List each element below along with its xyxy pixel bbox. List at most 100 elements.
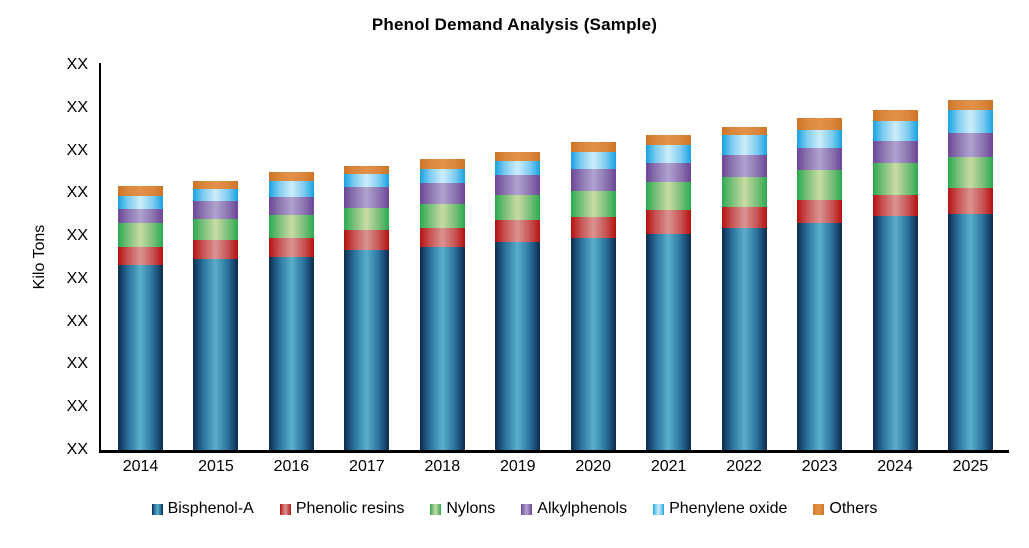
- bar-segment-phenylene-oxide-2018: [419, 169, 465, 184]
- y-tick-label-3: XX: [66, 184, 88, 202]
- bar-segment-bisphenol-a-2016: [268, 256, 314, 450]
- bar-segment-others-2022: [721, 126, 767, 136]
- legend-label-phenolic-resins: Phenolic resins: [295, 500, 405, 517]
- bar-segment-alkylphenols-2019: [495, 175, 541, 196]
- bar-segment-alkylphenols-2018: [419, 183, 465, 204]
- legend-label-bisphenol-a: Bisphenol-A: [167, 500, 254, 517]
- bar-2023: [797, 118, 843, 450]
- bar-segment-others-2014: [118, 185, 163, 196]
- bar-segment-others-2020: [570, 142, 616, 153]
- bar-segment-phenolic-resins-2019: [495, 219, 541, 243]
- bar-segment-alkylphenols-2024: [872, 141, 918, 164]
- x-tick-label-2015: 2015: [198, 458, 234, 475]
- bar-2024: [872, 110, 918, 450]
- bar-2016: [268, 172, 314, 450]
- x-tick-label-2018: 2018: [424, 458, 461, 475]
- y-tick-label-4: XX: [66, 227, 88, 245]
- bar-segment-phenylene-oxide-2023: [797, 130, 843, 149]
- legend-item-phenylene-oxide: Phenylene oxide: [653, 500, 787, 518]
- bar-segment-alkylphenols-2023: [797, 148, 843, 171]
- legend-item-alkylphenols: Alkylphenols: [521, 500, 627, 518]
- bar-segment-nylons-2015: [193, 219, 239, 240]
- bar-segment-phenylene-oxide-2015: [193, 189, 239, 202]
- legend-item-bisphenol-a: Bisphenol-A: [151, 500, 254, 518]
- bar-segment-nylons-2019: [495, 195, 541, 220]
- bar-segment-alkylphenols-2025: [947, 133, 993, 158]
- bar-segment-alkylphenols-2016: [268, 196, 314, 215]
- bar-segment-nylons-2021: [646, 182, 692, 211]
- bar-2020: [570, 142, 616, 450]
- x-tick-label-2025: 2025: [952, 458, 989, 475]
- bar-2017: [344, 166, 390, 450]
- legend-item-phenolic-resins: Phenolic resins: [279, 500, 405, 518]
- bar-segment-bisphenol-a-2022: [721, 228, 767, 450]
- x-tick-label-2022: 2022: [726, 458, 762, 475]
- y-tick-label-5: XX: [66, 269, 88, 287]
- legend-swatch-others: [813, 503, 825, 515]
- bar-segment-bisphenol-a-2019: [495, 242, 541, 450]
- legend-label-nylons: Nylons: [446, 500, 496, 517]
- bar-segment-others-2015: [193, 181, 239, 190]
- bar-segment-bisphenol-a-2014: [118, 265, 163, 450]
- bar-segment-phenylene-oxide-2021: [646, 145, 692, 163]
- bar-segment-alkylphenols-2014: [118, 208, 163, 224]
- bar-segment-phenolic-resins-2017: [344, 230, 390, 250]
- bar-segment-nylons-2014: [118, 223, 163, 248]
- bar-2018: [419, 159, 465, 450]
- legend-swatch-alkylphenols: [521, 503, 533, 515]
- bar-segment-nylons-2022: [721, 177, 767, 208]
- bar-2014: [118, 185, 163, 450]
- y-tick-label-7: XX: [66, 355, 88, 373]
- bar-segment-bisphenol-a-2018: [419, 247, 465, 450]
- bar-segment-phenylene-oxide-2025: [947, 110, 993, 134]
- bar-segment-phenolic-resins-2018: [419, 228, 465, 248]
- bar-segment-phenylene-oxide-2022: [721, 135, 767, 155]
- legend-item-nylons: Nylons: [430, 500, 495, 518]
- bar-segment-bisphenol-a-2023: [797, 223, 843, 450]
- x-tick-label-2023: 2023: [801, 458, 838, 475]
- bar-segment-phenolic-resins-2021: [646, 210, 692, 234]
- bar-segment-phenolic-resins-2020: [570, 217, 616, 238]
- bar-segment-alkylphenols-2017: [344, 187, 390, 208]
- bar-segment-phenolic-resins-2014: [118, 247, 163, 266]
- chart-title: Phenol Demand Analysis (Sample): [371, 15, 658, 34]
- x-tick-label-2017: 2017: [349, 458, 385, 475]
- legend-swatch-bisphenol-a: [151, 503, 163, 515]
- legend-swatch-phenylene-oxide: [653, 503, 665, 515]
- x-tick-label-2014: 2014: [122, 458, 159, 475]
- bar-segment-phenylene-oxide-2014: [118, 195, 163, 209]
- bar-segment-alkylphenols-2022: [721, 154, 767, 178]
- legend-swatch-phenolic-resins: [279, 503, 291, 515]
- bar-segment-phenolic-resins-2016: [268, 237, 314, 257]
- bar-segment-phenylene-oxide-2017: [344, 173, 390, 188]
- bar-segment-phenylene-oxide-2020: [570, 152, 616, 169]
- bar-segment-nylons-2018: [419, 203, 465, 229]
- bar-segment-phenolic-resins-2023: [797, 200, 843, 224]
- bar-2015: [193, 181, 239, 450]
- bar-segment-phenylene-oxide-2016: [268, 180, 314, 197]
- y-tick-label-2: XX: [66, 141, 88, 159]
- bar-segment-phenylene-oxide-2019: [495, 160, 541, 176]
- legend: Bisphenol-A Phenolic resins Nylons Alkylphe…: [0, 500, 1029, 518]
- bar-segment-phenylene-oxide-2024: [872, 120, 918, 142]
- bar-segment-others-2021: [646, 135, 692, 146]
- bar-segment-phenolic-resins-2025: [947, 188, 993, 214]
- bar-segment-phenolic-resins-2024: [872, 195, 918, 217]
- bar-segment-others-2025: [947, 100, 993, 111]
- bar-segment-others-2024: [872, 110, 918, 121]
- bar-segment-bisphenol-a-2020: [570, 237, 616, 450]
- bar-segment-bisphenol-a-2024: [872, 216, 918, 450]
- y-tick-label-1: XX: [66, 98, 88, 116]
- plot-area: [99, 63, 1009, 453]
- x-tick-label-2020: 2020: [575, 458, 611, 475]
- bar-segment-bisphenol-a-2015: [193, 259, 239, 450]
- x-tick-label-2016: 2016: [273, 458, 310, 475]
- bar-segment-nylons-2024: [872, 163, 918, 196]
- bar-segment-alkylphenols-2021: [646, 162, 692, 183]
- bar-segment-others-2018: [419, 159, 465, 170]
- bar-segment-bisphenol-a-2021: [646, 233, 692, 450]
- bar-segment-others-2017: [344, 166, 390, 174]
- bar-2019: [495, 152, 541, 450]
- x-tick-label-2019: 2019: [499, 458, 536, 475]
